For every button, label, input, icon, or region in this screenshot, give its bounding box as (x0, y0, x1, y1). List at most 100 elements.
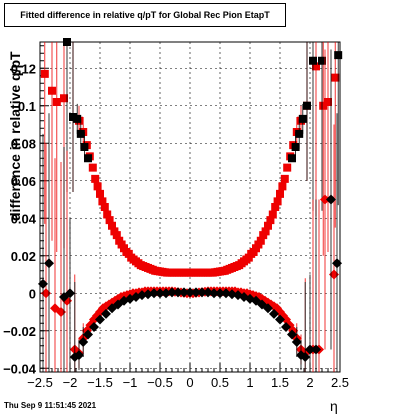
data-point-diamond (185, 287, 195, 298)
data-point-diamond (173, 287, 183, 298)
data-point-square (291, 143, 300, 151)
x-tick-label: 0.5 (211, 375, 229, 390)
data-point-square (52, 98, 61, 106)
data-point-square (273, 197, 282, 206)
data-point-square (331, 73, 340, 82)
data-point-diamond (332, 258, 342, 269)
data-point-diamond (311, 344, 321, 355)
data-point-square (271, 203, 280, 211)
data-point-square (334, 51, 343, 60)
data-point-square (60, 94, 68, 103)
data-point-square (261, 227, 270, 236)
data-point-square (96, 189, 104, 198)
data-point-diamond (203, 287, 213, 298)
y-tick-label: 0.02 (11, 249, 36, 264)
data-point-square (48, 86, 56, 95)
data-point-square (40, 69, 49, 78)
data-point-square (105, 216, 114, 225)
data-point-diamond (227, 289, 237, 300)
y-tick-label: −0.04 (3, 361, 37, 376)
data-point-diamond (149, 288, 159, 299)
data-point-diamond (191, 287, 201, 298)
chart-title: Fitted difference in relative q/pT for G… (4, 3, 286, 27)
data-point-diamond (56, 307, 66, 317)
data-point-square (276, 189, 284, 198)
data-point-square (309, 56, 317, 65)
data-point-square (69, 113, 77, 121)
data-point-square (268, 210, 277, 219)
y-tick-label: −0.02 (3, 324, 36, 339)
y-tick-label: 0.04 (11, 211, 37, 226)
data-point-square (264, 221, 272, 230)
x-tick-label: 1 (246, 375, 253, 390)
data-point-diamond (137, 290, 147, 301)
data-point-diamond (320, 194, 330, 205)
data-point-square (76, 129, 85, 138)
x-tick-label: −1 (123, 375, 138, 390)
data-point-square (295, 129, 304, 138)
data-point-square (278, 182, 287, 191)
x-tick-label: 1.5 (271, 375, 289, 390)
data-point-diamond (179, 287, 189, 298)
data-point-diamond (65, 288, 75, 299)
data-point-diamond (209, 288, 219, 299)
data-point-diamond (78, 337, 89, 347)
data-point-diamond (287, 329, 297, 340)
data-point-square (298, 114, 307, 123)
data-point-diamond (263, 303, 273, 314)
data-point-square (303, 101, 311, 110)
data-point-diamond (326, 194, 336, 205)
data-point-square (280, 174, 289, 183)
data-point-square (63, 38, 71, 46)
data-point-square (103, 210, 112, 219)
data-point-diamond (269, 308, 279, 319)
data-point-diamond (300, 352, 311, 362)
data-point-square (91, 174, 100, 183)
data-point-diamond (44, 258, 54, 269)
data-point-diamond (95, 314, 105, 325)
data-point-square (324, 98, 332, 106)
data-point-square (100, 203, 109, 211)
x-axis-label: η (330, 398, 338, 414)
data-point-square (98, 197, 107, 206)
y-tick-label: 0.06 (11, 174, 36, 189)
timestamp-footer: Thu Sep 9 11:51:45 2021 (4, 401, 97, 410)
data-point-square (288, 154, 296, 163)
data-point-diamond (275, 314, 285, 325)
data-point-diamond (215, 288, 225, 299)
data-point-diamond (74, 350, 84, 361)
x-tick-label: −1.5 (87, 375, 113, 390)
x-tick-label: 0 (186, 375, 193, 390)
data-point-diamond (89, 322, 99, 332)
data-point-diamond (305, 344, 315, 355)
data-point-square (93, 182, 102, 191)
data-point-square (88, 163, 97, 172)
y-tick-label: 0.1 (18, 99, 36, 114)
data-point-diamond (197, 287, 207, 298)
data-point-diamond (101, 308, 111, 319)
data-point-diamond (155, 288, 165, 299)
data-point-diamond (167, 287, 177, 298)
data-point-square (112, 231, 121, 240)
data-point-diamond (291, 337, 302, 347)
data-point-diamond (329, 269, 339, 280)
data-point-square (84, 154, 92, 163)
data-point-square (319, 101, 328, 110)
data-point-diamond (221, 288, 231, 299)
data-point-diamond (281, 322, 291, 332)
data-point-square (312, 62, 320, 71)
x-tick-label: −0.5 (147, 375, 173, 390)
x-tick-label: −2.5 (27, 375, 53, 390)
data-point-diamond (83, 329, 93, 340)
data-point-diamond (161, 288, 171, 299)
data-point-square (256, 236, 265, 245)
x-tick-label: −2 (63, 375, 78, 390)
data-point-square (73, 114, 82, 123)
data-point-diamond (38, 278, 48, 289)
y-tick-label: 0 (29, 286, 36, 301)
y-tick-label: 0.12 (11, 61, 36, 76)
y-tick-label: 0.08 (11, 136, 36, 151)
data-point-square (283, 163, 292, 172)
data-point-diamond (41, 288, 51, 299)
